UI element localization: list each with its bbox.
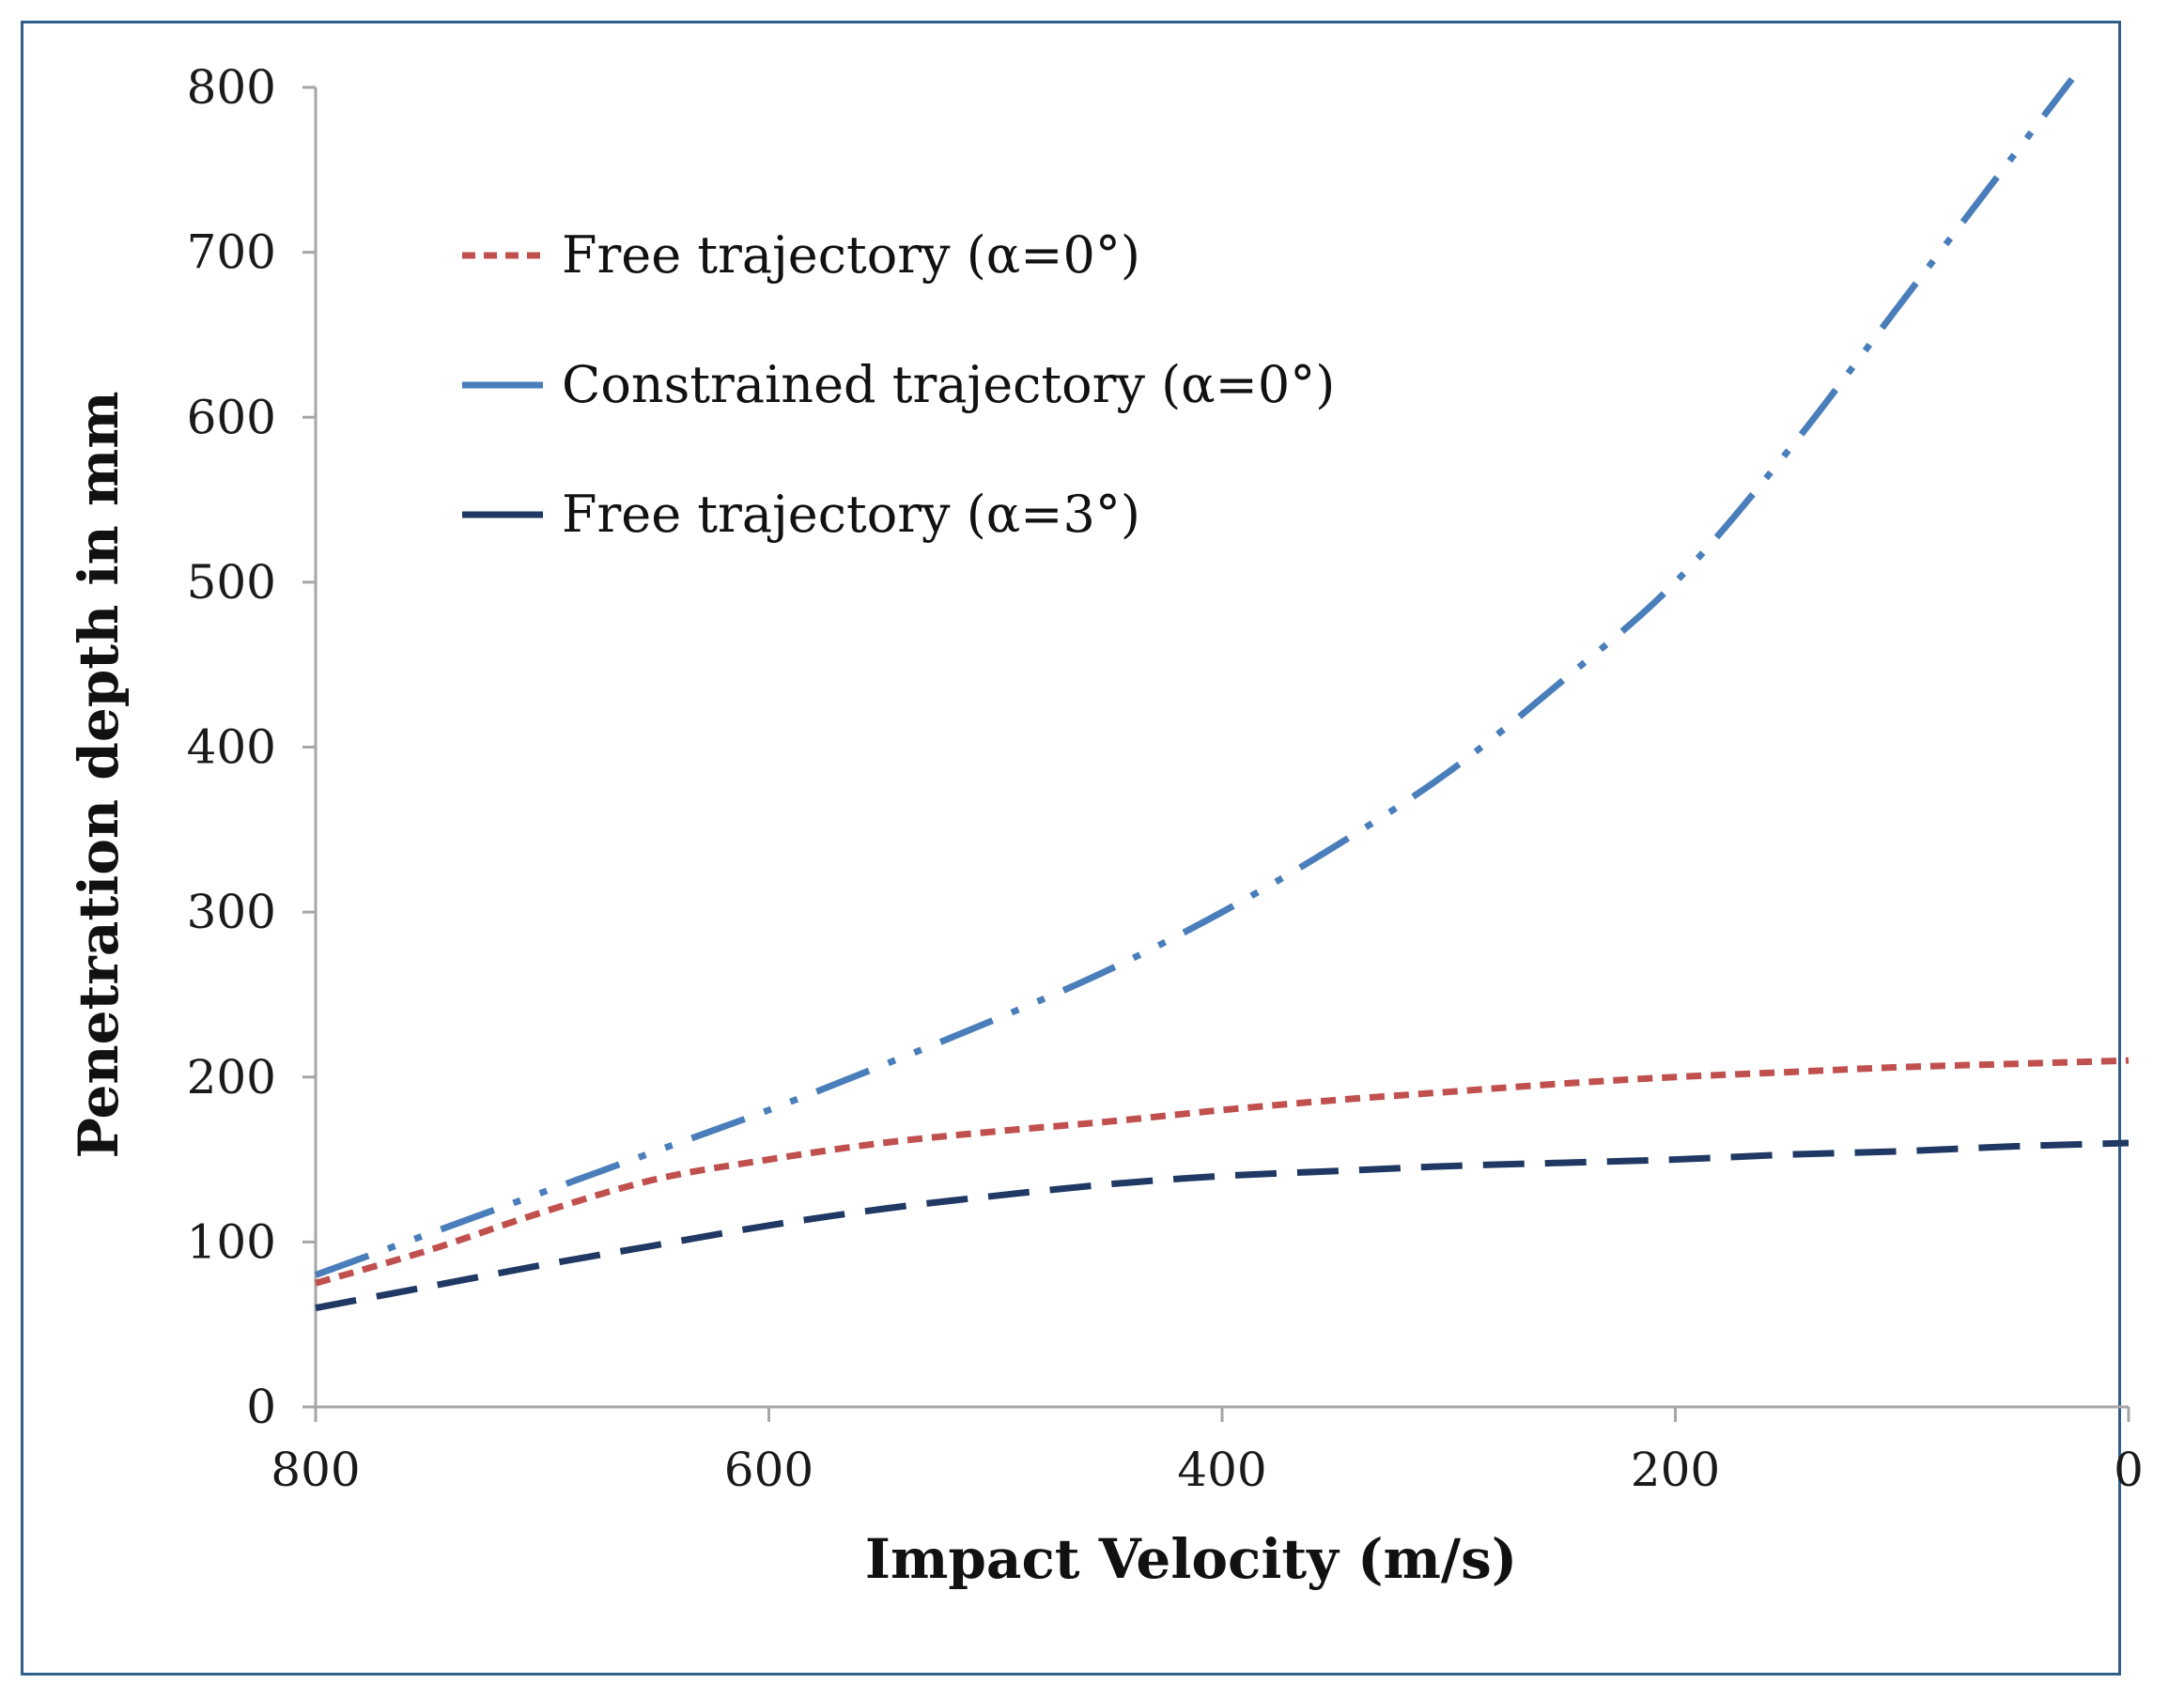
y-tick-label: 100 <box>187 1214 276 1269</box>
y-tick-label: 200 <box>187 1050 276 1104</box>
x-tick-label: 200 <box>1631 1443 1720 1497</box>
x-axis-title: Impact Velocity (m/s) <box>865 1527 1517 1591</box>
x-tick-label: 600 <box>724 1443 813 1497</box>
y-axis-title: Penetration depth in mm <box>67 391 131 1158</box>
y-tick-label: 700 <box>187 225 276 280</box>
y-tick-label: 300 <box>187 885 276 939</box>
x-ticks: 800 600 400 200 0 <box>271 1407 2144 1497</box>
x-tick-label: 400 <box>1177 1443 1266 1497</box>
x-tick-label: 0 <box>2114 1443 2144 1497</box>
series-constrained-trajectory-alpha-0 <box>314 77 2075 1278</box>
y-tick-label: 0 <box>246 1380 276 1434</box>
figure-frame <box>21 21 2121 1676</box>
series-lines <box>314 77 2130 1312</box>
y-tick-label: 800 <box>187 60 276 115</box>
y-tick-label: 600 <box>187 390 276 444</box>
legend: Free trajectory (α=0°) Constrained trajec… <box>462 225 1335 544</box>
legend-label: Free trajectory (α=0°) <box>562 225 1140 285</box>
legend-label: Free trajectory (α=3°) <box>562 485 1140 544</box>
x-tick-label: 800 <box>271 1443 360 1497</box>
y-ticks: 0 100 200 300 400 500 600 700 800 <box>187 60 316 1434</box>
series-free-trajectory-alpha-0 <box>315 1057 2130 1287</box>
y-tick-label: 400 <box>187 720 276 775</box>
series-free-trajectory-alpha-3 <box>315 1139 2130 1312</box>
y-tick-label: 500 <box>187 555 276 610</box>
legend-label: Constrained trajectory (α=0°) <box>562 355 1335 414</box>
axes <box>314 87 2129 1409</box>
